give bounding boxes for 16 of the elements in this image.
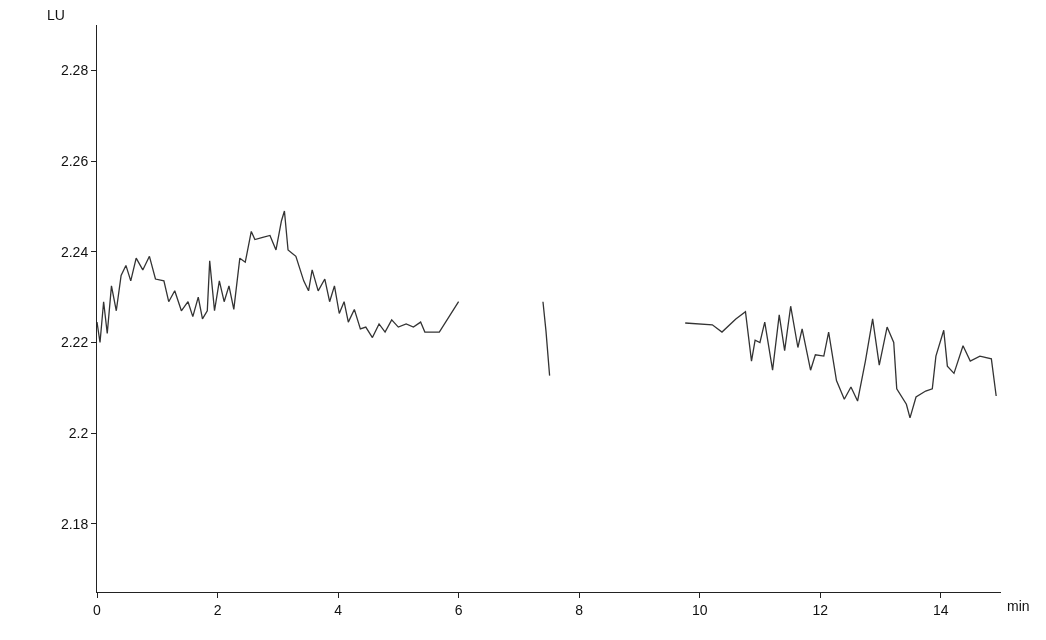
y-tick-label: 2.24 bbox=[60, 243, 89, 260]
y-tick-label: 2.28 bbox=[60, 62, 89, 79]
y-tick-label: 2.18 bbox=[60, 515, 89, 532]
y-axis-title: LU bbox=[47, 7, 65, 23]
x-tick-label: 2 bbox=[213, 601, 222, 618]
x-tick-label: 0 bbox=[93, 601, 102, 618]
x-tick-label: 10 bbox=[691, 601, 708, 618]
x-axis-title: min bbox=[1007, 598, 1030, 614]
x-tick-label: 8 bbox=[575, 601, 584, 618]
x-tick-label: 12 bbox=[812, 601, 829, 618]
x-tick-label: 4 bbox=[334, 601, 343, 618]
x-tick-label: 14 bbox=[932, 601, 949, 618]
x-tick-label: 6 bbox=[454, 601, 463, 618]
y-tick-label: 2.22 bbox=[60, 334, 89, 351]
y-tick-label: 2.2 bbox=[68, 425, 89, 442]
y-tick-label: 2.26 bbox=[60, 152, 89, 169]
